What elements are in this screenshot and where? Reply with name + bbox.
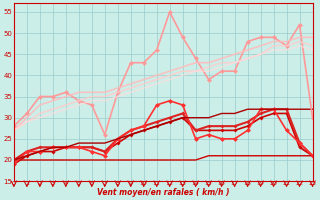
- X-axis label: Vent moyen/en rafales ( km/h ): Vent moyen/en rafales ( km/h ): [97, 188, 229, 197]
